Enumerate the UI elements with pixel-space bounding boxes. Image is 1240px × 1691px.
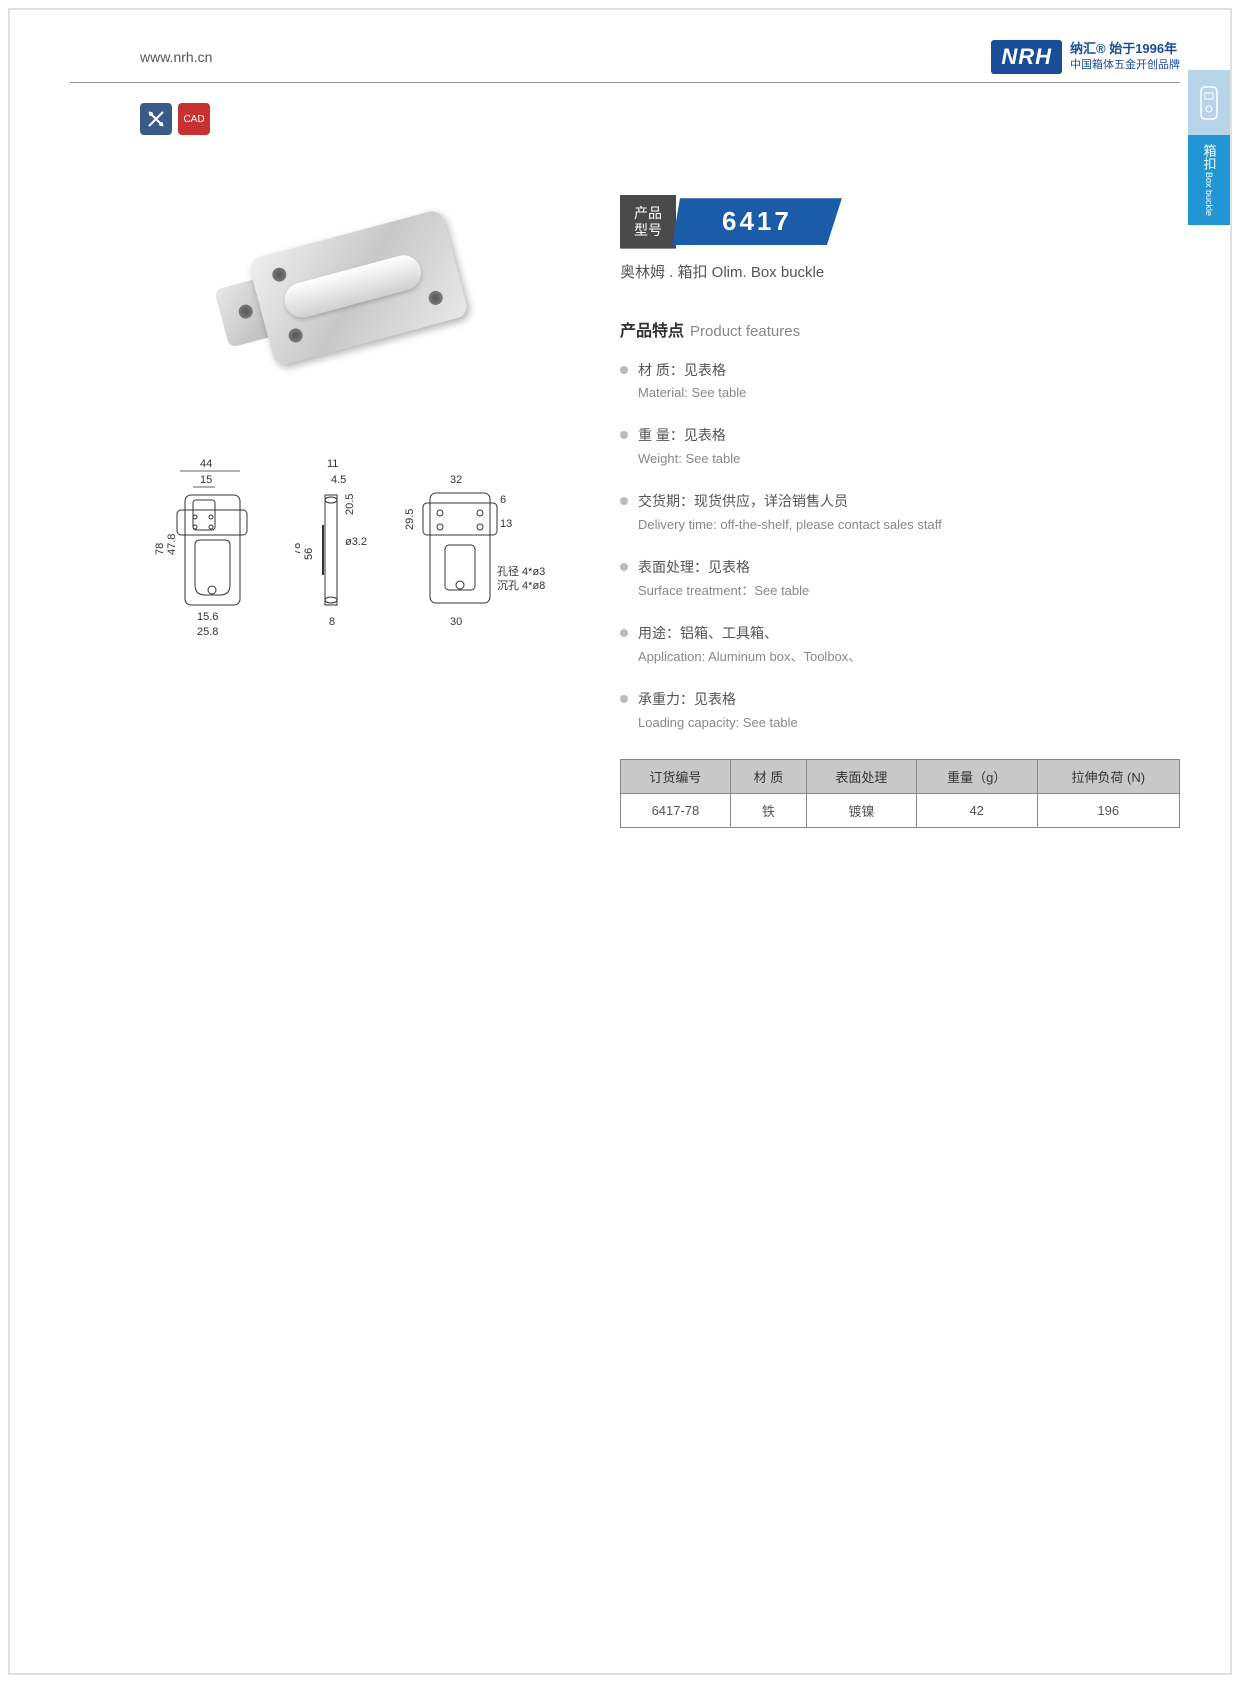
svg-text:47.8: 47.8 <box>166 534 178 555</box>
tool-icon-1[interactable] <box>140 103 172 135</box>
svg-text:30: 30 <box>450 616 462 628</box>
model-number: 6417 <box>672 198 842 245</box>
svg-text:6: 6 <box>500 494 506 506</box>
svg-text:78: 78 <box>155 543 166 555</box>
svg-text:ø3.2: ø3.2 <box>345 536 367 548</box>
features-list: 材 质：见表格Material: See table 重 量：见表格Weight:… <box>620 359 1180 734</box>
svg-text:15: 15 <box>200 474 212 486</box>
feature-item: 材 质：见表格Material: See table <box>620 359 1180 405</box>
svg-text:25.8: 25.8 <box>197 626 218 638</box>
svg-text:13: 13 <box>500 518 512 530</box>
svg-text:孔径 4*ø3.8: 孔径 4*ø3.8 <box>497 565 545 578</box>
feature-item: 交货期：现货供应，详洽销售人员Delivery time: off-the-sh… <box>620 490 1180 536</box>
model-badge: 产品型号 6417 <box>620 195 1180 249</box>
cad-icon[interactable]: CAD <box>178 103 210 135</box>
tagline-1: 纳汇® 始于1996年 <box>1070 41 1180 58</box>
table-row: 6417-78铁镀镍42196 <box>621 793 1180 827</box>
svg-text:20.5: 20.5 <box>344 494 356 515</box>
site-url: www.nrh.cn <box>70 49 212 65</box>
svg-text:32: 32 <box>450 474 462 486</box>
svg-text:沉孔 4*ø8: 沉孔 4*ø8 <box>497 579 545 592</box>
product-photo <box>180 185 520 415</box>
spec-table: 订货编号材 质表面处理重量（g）拉伸负荷 (N) 6417-78铁镀镍42196 <box>620 759 1180 828</box>
tech-drawings: 44 15 78 47.8 15.6 25.8 11 4.5 20.5 78 5… <box>140 455 560 645</box>
logo-mark: NRH <box>991 40 1062 74</box>
svg-text:29.5: 29.5 <box>405 509 416 530</box>
feature-item: 承重力：见表格Loading capacity: See table <box>620 688 1180 734</box>
svg-text:56: 56 <box>303 548 315 560</box>
feature-item: 表面处理：见表格Surface treatment：See table <box>620 556 1180 602</box>
svg-text:8: 8 <box>329 616 335 628</box>
svg-text:78: 78 <box>295 543 303 555</box>
brand-logo: NRH 纳汇® 始于1996年 中国箱体五金开创品牌 <box>991 40 1180 74</box>
svg-text:44: 44 <box>200 458 212 470</box>
features-header: 产品特点Product features <box>620 317 1180 341</box>
product-subtitle: 奥林姆 . 箱扣 Olim. Box buckle <box>620 261 1180 282</box>
tagline-2: 中国箱体五金开创品牌 <box>1070 58 1180 72</box>
svg-text:15.6: 15.6 <box>197 611 218 623</box>
feature-item: 重 量：见表格Weight: See table <box>620 424 1180 470</box>
feature-item: 用途：铝箱、工具箱、Application: Aluminum box、Tool… <box>620 622 1180 668</box>
tab-icon <box>1188 70 1230 135</box>
svg-text:4.5: 4.5 <box>331 474 346 486</box>
model-label: 产品型号 <box>620 195 676 249</box>
svg-text:11: 11 <box>327 458 338 470</box>
tab-category: 箱扣 Box buckle <box>1188 135 1230 225</box>
side-tabs: 箱扣 Box buckle <box>1188 70 1230 225</box>
